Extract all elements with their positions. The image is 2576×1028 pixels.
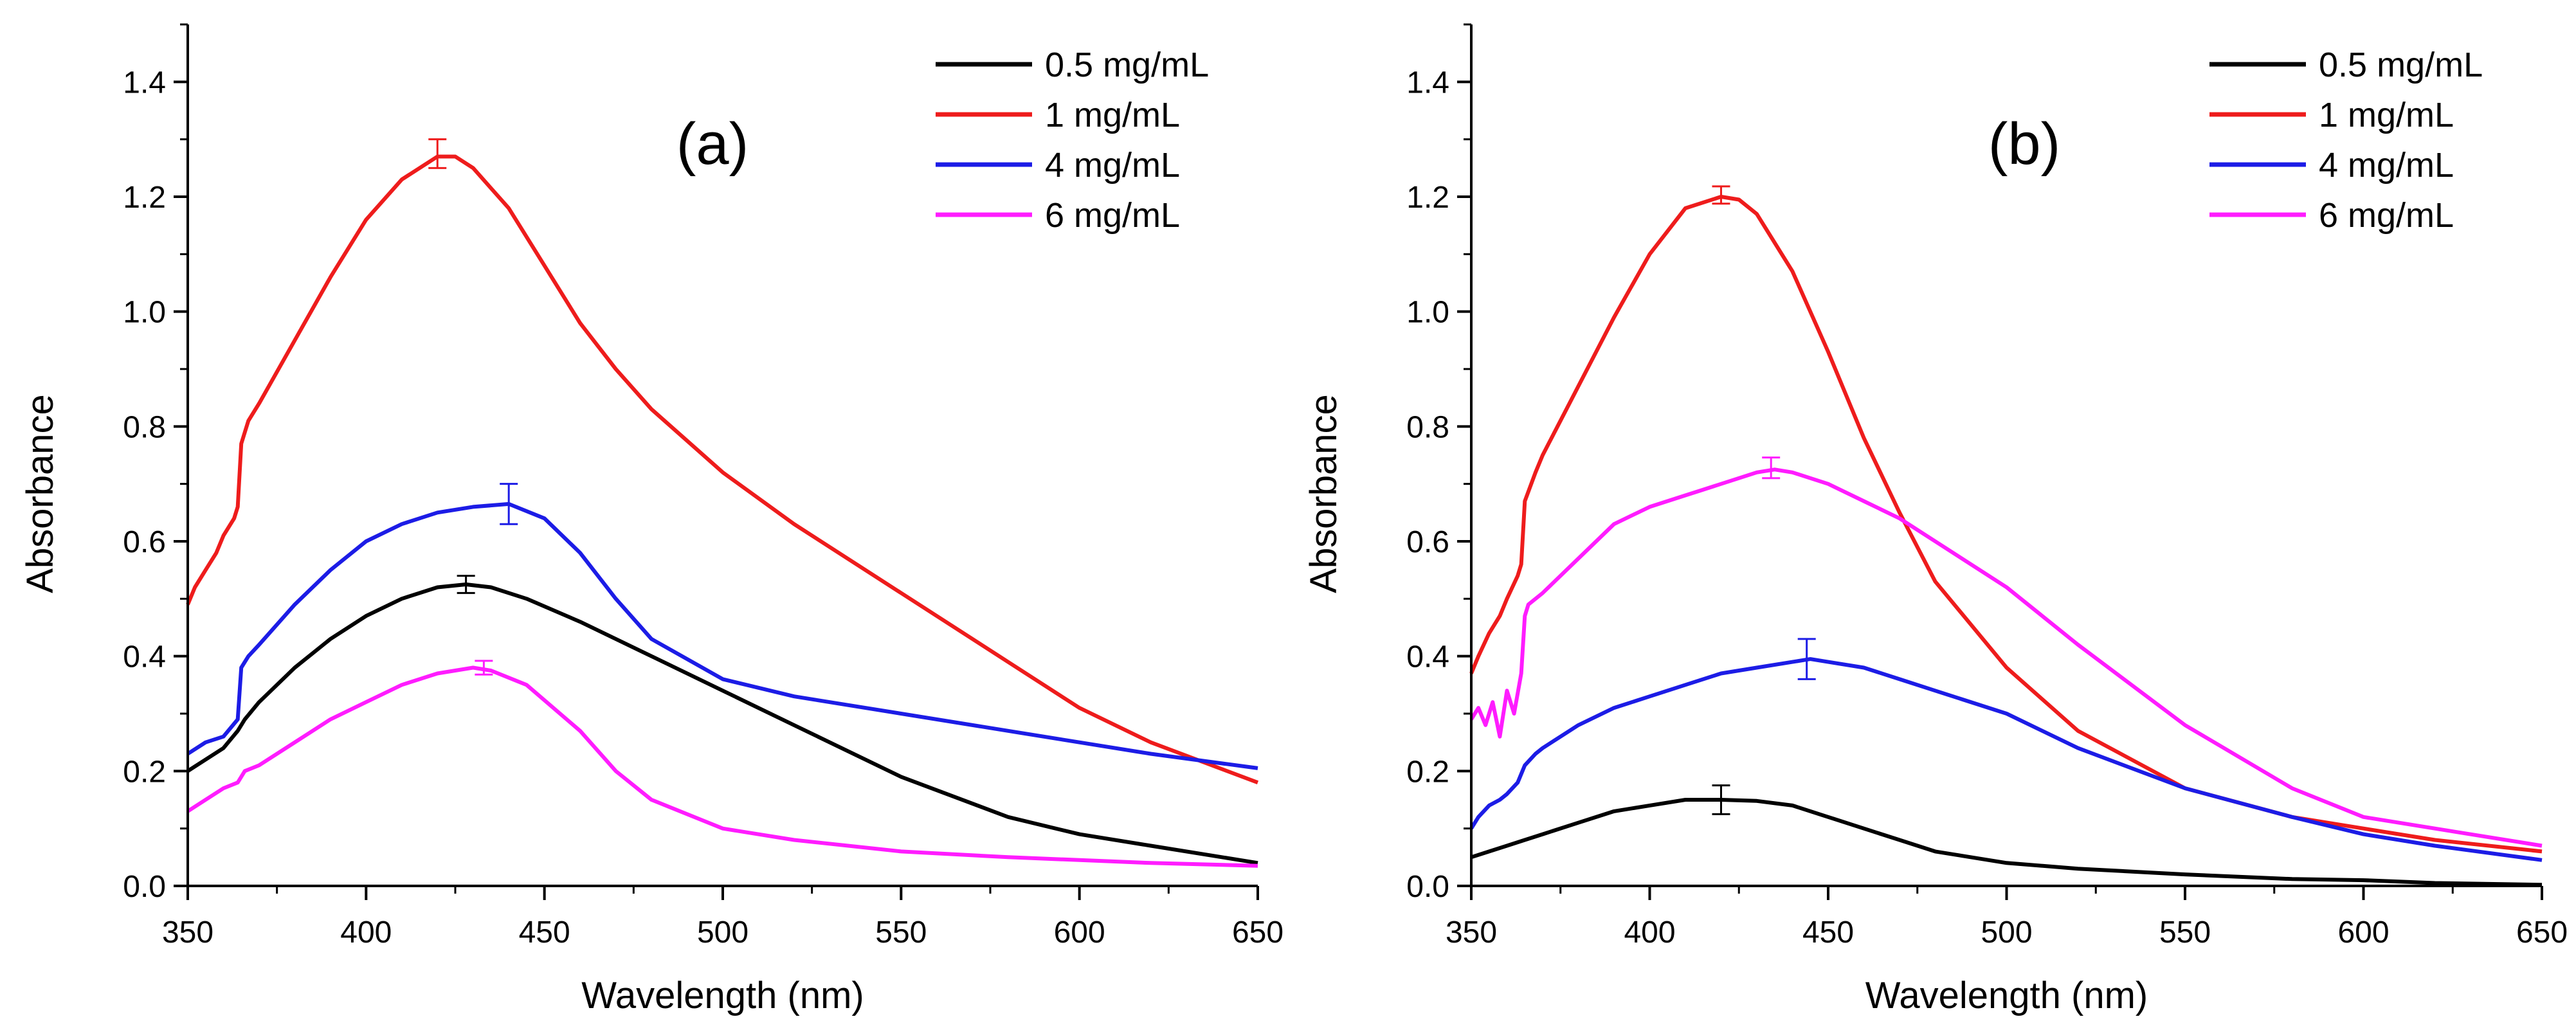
x-tick-label: 500 [1981, 915, 2032, 950]
x-tick-label: 350 [162, 915, 213, 950]
x-tick-label: 500 [697, 915, 748, 950]
y-tick-label: 1.0 [1406, 296, 1449, 330]
y-tick-label: 0.2 [123, 755, 166, 789]
series-line-0 [1471, 798, 2543, 887]
panel-label: (b) [1988, 111, 2060, 177]
x-axis-title: Wavelength (nm) [1865, 975, 2148, 1016]
error-bars [1712, 185, 1816, 815]
y-tick-label: 0.0 [1406, 870, 1449, 904]
error-bar-0 [457, 575, 475, 594]
x-tick-label: 600 [1054, 915, 1105, 950]
y-tick-label: 1.4 [1406, 66, 1449, 100]
error-bar-0 [1712, 784, 1730, 815]
x-tick-label: 400 [340, 915, 392, 950]
series-line-1 [1469, 195, 2543, 854]
y-tick-label: 0.4 [123, 640, 166, 674]
y-axis-title: Absorbance [19, 394, 61, 593]
error-bar-3 [475, 660, 493, 676]
error-bar-1 [1712, 185, 1730, 205]
x-tick-label: 650 [1232, 915, 1283, 950]
series-line-3 [1469, 467, 2543, 848]
y-tick-labels: 0.0 0.2 0.4 0.6 0.8 1.0 1.2 1.4 [123, 66, 166, 904]
x-tick-label: 450 [519, 915, 570, 950]
series-line-3 [186, 665, 1258, 868]
y-tick-label: 0.2 [1406, 755, 1449, 789]
panel-label: (a) [676, 111, 748, 177]
x-tick-label: 550 [875, 915, 927, 950]
y-tick-label: 1.2 [123, 181, 166, 215]
x-tick-labels: 350 400 450 500 550 600 650 [1446, 915, 2568, 950]
legend-label: 6 mg/mL [2319, 196, 2454, 235]
error-bar-3 [1762, 456, 1781, 480]
legend-label: 4 mg/mL [2319, 146, 2454, 185]
legend: 0.5 mg/mL 1 mg/mL 4 mg/mL 6 mg/mL [2209, 46, 2483, 235]
y-tick-labels: 0.0 0.2 0.4 0.6 0.8 1.0 1.2 1.4 [1406, 66, 1449, 904]
y-tick-label: 1.4 [123, 66, 166, 100]
legend-label: 0.5 mg/mL [1045, 46, 1209, 84]
x-tick-labels: 350 400 450 500 550 600 650 [162, 915, 1283, 950]
x-axis-title: Wavelength (nm) [581, 975, 864, 1016]
series-line-0 [186, 582, 1258, 865]
legend-label: 6 mg/mL [1045, 196, 1180, 235]
error-bars [428, 138, 518, 676]
error-bar-2 [500, 483, 518, 525]
legend-label: 4 mg/mL [1045, 146, 1180, 185]
chart-panel-b: 0.0 0.2 0.4 0.6 0.8 1.0 1.2 1.4 350 400 450 500 550… [1303, 23, 2568, 1016]
tick-marks [1457, 23, 2543, 900]
series-group [186, 154, 1259, 868]
error-bar-1 [428, 138, 447, 169]
series-line-2 [186, 501, 1258, 770]
y-tick-label: 0.4 [1406, 640, 1449, 674]
x-tick-label: 550 [2159, 915, 2211, 950]
y-tick-label: 0.6 [1406, 525, 1449, 559]
y-tick-label: 0.0 [123, 870, 166, 904]
error-bar-2 [1797, 638, 1816, 680]
chart-panel-a: 0.0 0.2 0.4 0.6 0.8 1.0 1.2 1.4 350 400 450 500 550… [19, 23, 1283, 1016]
x-tick-label: 400 [1624, 915, 1675, 950]
y-tick-label: 1.0 [123, 296, 166, 330]
legend-label: 1 mg/mL [2319, 96, 2454, 134]
y-tick-label: 1.2 [1406, 181, 1449, 215]
x-tick-label: 450 [1802, 915, 1854, 950]
x-tick-label: 350 [1446, 915, 1497, 950]
legend-label: 0.5 mg/mL [2319, 46, 2483, 84]
y-tick-label: 0.6 [123, 525, 166, 559]
legend: 0.5 mg/mL 1 mg/mL 4 mg/mL 6 mg/mL [936, 46, 1209, 235]
y-tick-label: 0.8 [1406, 410, 1449, 444]
y-tick-label: 0.8 [123, 410, 166, 444]
legend-label: 1 mg/mL [1045, 96, 1180, 134]
x-tick-label: 650 [2516, 915, 2568, 950]
y-axis-title: Absorbance [1303, 394, 1345, 593]
series-line-2 [1469, 657, 2543, 862]
x-tick-label: 600 [2337, 915, 2389, 950]
series-group [1469, 195, 2543, 887]
